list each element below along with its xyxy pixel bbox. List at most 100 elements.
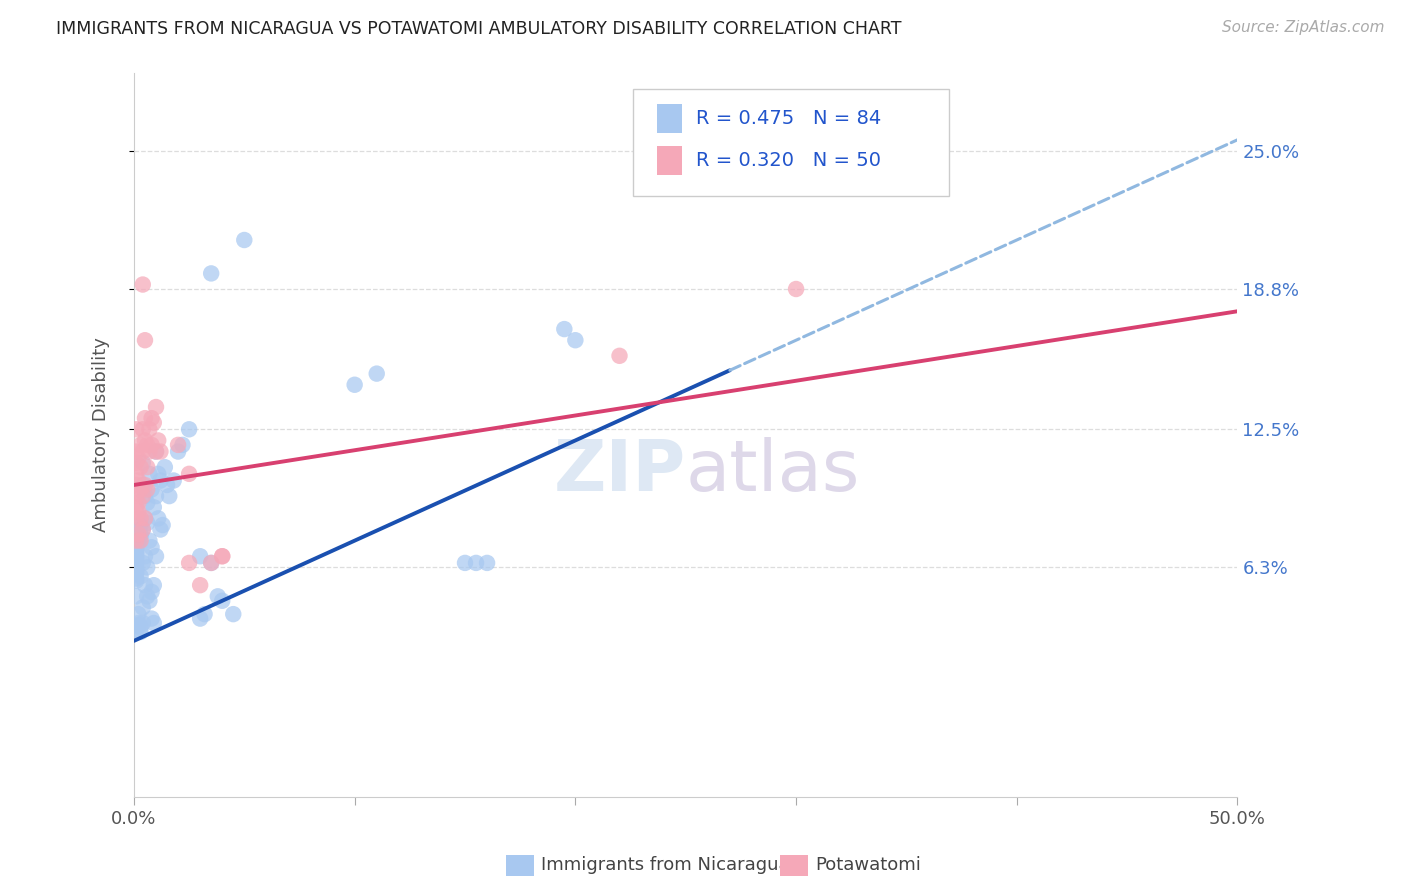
- Point: [125, 574, 148, 588]
- Point: [785, 282, 807, 296]
- Point: [193, 607, 215, 621]
- Point: [125, 556, 148, 570]
- Point: [188, 578, 211, 592]
- Point: [132, 422, 155, 436]
- Point: [129, 533, 152, 548]
- Point: [149, 444, 172, 458]
- Point: [129, 438, 152, 452]
- Point: [129, 460, 152, 475]
- Point: [129, 569, 152, 583]
- Point: [125, 542, 148, 557]
- Point: [157, 489, 180, 503]
- Point: [125, 623, 148, 637]
- Point: [132, 556, 155, 570]
- Text: R = 0.475   N = 84: R = 0.475 N = 84: [696, 109, 882, 128]
- Point: [125, 444, 148, 458]
- Point: [125, 551, 148, 566]
- Point: [127, 536, 149, 550]
- Point: [132, 456, 155, 470]
- Point: [125, 538, 148, 552]
- Point: [454, 556, 477, 570]
- Point: [125, 533, 148, 548]
- Text: R = 0.320   N = 50: R = 0.320 N = 50: [696, 151, 882, 170]
- Point: [145, 549, 167, 564]
- Point: [564, 333, 586, 347]
- Point: [148, 467, 170, 481]
- Point: [156, 478, 179, 492]
- Point: [148, 511, 170, 525]
- Point: [200, 556, 222, 570]
- Point: [129, 511, 152, 525]
- Point: [132, 444, 155, 458]
- Point: [132, 615, 155, 630]
- Point: [125, 456, 148, 470]
- Point: [142, 500, 165, 515]
- Text: Potawatomi: Potawatomi: [815, 856, 921, 874]
- Point: [134, 434, 156, 448]
- Point: [132, 489, 155, 503]
- Text: ZIP: ZIP: [554, 436, 686, 506]
- Point: [127, 523, 149, 537]
- Point: [127, 615, 149, 630]
- Point: [134, 511, 156, 525]
- Point: [127, 607, 149, 621]
- Point: [127, 527, 149, 541]
- Point: [142, 416, 165, 430]
- Point: [188, 611, 211, 625]
- Point: [138, 444, 160, 458]
- Point: [207, 590, 229, 604]
- Point: [132, 523, 155, 537]
- Text: Source: ZipAtlas.com: Source: ZipAtlas.com: [1222, 20, 1385, 35]
- Point: [343, 377, 366, 392]
- Point: [125, 478, 148, 492]
- Point: [125, 547, 148, 561]
- Point: [233, 233, 256, 247]
- Point: [167, 438, 190, 452]
- Point: [125, 545, 148, 559]
- Point: [136, 496, 159, 510]
- Point: [125, 489, 148, 503]
- Point: [167, 444, 190, 458]
- Point: [145, 400, 167, 414]
- Point: [125, 565, 148, 579]
- Point: [134, 411, 156, 425]
- Point: [211, 549, 233, 564]
- Point: [134, 549, 156, 564]
- Point: [125, 567, 148, 582]
- Y-axis label: Ambulatory Disability: Ambulatory Disability: [93, 337, 110, 533]
- Point: [134, 333, 156, 347]
- Point: [179, 422, 201, 436]
- Point: [142, 578, 165, 592]
- Point: [125, 541, 148, 555]
- Point: [136, 460, 159, 475]
- Point: [188, 549, 211, 564]
- Point: [125, 549, 148, 564]
- Point: [366, 367, 388, 381]
- Point: [141, 483, 163, 497]
- Point: [141, 438, 163, 452]
- Point: [179, 467, 201, 481]
- Point: [222, 607, 245, 621]
- Point: [134, 578, 156, 592]
- Point: [138, 422, 160, 436]
- Point: [211, 594, 233, 608]
- Point: [125, 563, 148, 577]
- Point: [127, 532, 149, 546]
- Point: [125, 533, 148, 548]
- Point: [125, 422, 148, 436]
- Point: [141, 411, 163, 425]
- Point: [200, 556, 222, 570]
- Point: [145, 489, 167, 503]
- Point: [132, 478, 155, 492]
- Point: [129, 518, 152, 533]
- Point: [132, 523, 155, 537]
- Point: [141, 541, 163, 555]
- Point: [200, 267, 222, 281]
- Point: [125, 572, 148, 586]
- Point: [179, 556, 201, 570]
- Point: [149, 523, 172, 537]
- Point: [609, 349, 631, 363]
- Point: [145, 444, 167, 458]
- Point: [134, 511, 156, 525]
- Point: [148, 434, 170, 448]
